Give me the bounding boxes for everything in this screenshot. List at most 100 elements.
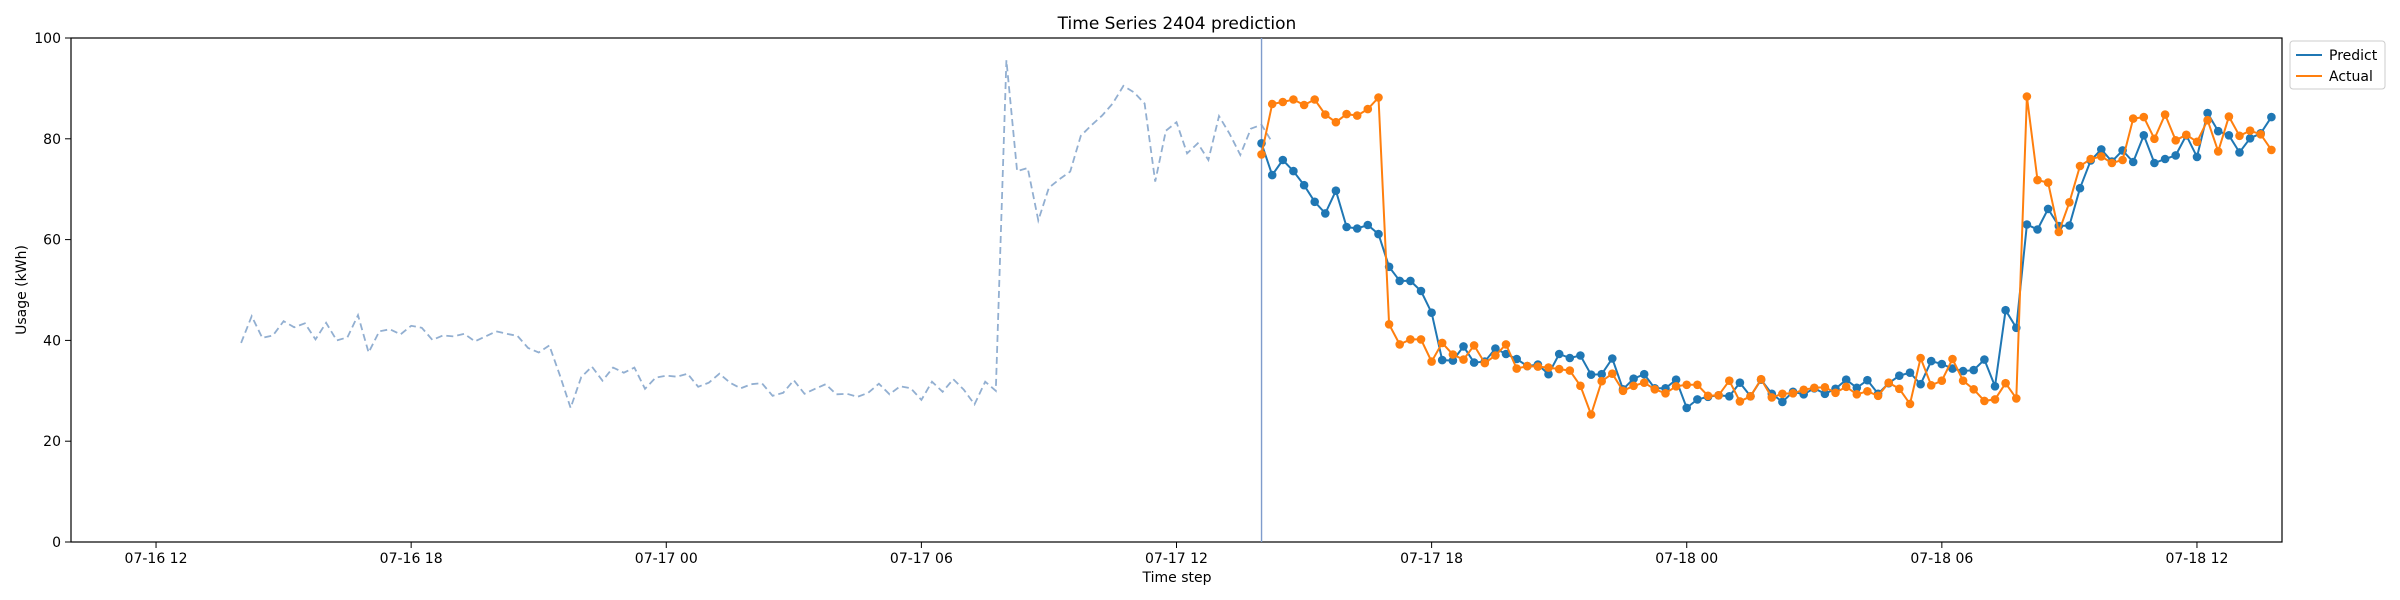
actual-point xyxy=(1501,340,1511,349)
predict-point xyxy=(2245,134,2255,143)
predict-point xyxy=(1980,355,1989,364)
actual-point xyxy=(1916,353,1925,363)
actual-point xyxy=(2001,378,2010,388)
predict-point xyxy=(1778,397,1787,407)
actual-point xyxy=(1969,385,1978,394)
actual-point xyxy=(1841,382,1851,392)
actual-point xyxy=(2203,115,2212,125)
x-tick-label: 07-16 18 xyxy=(380,551,443,567)
predict-point xyxy=(1586,370,1596,380)
actual-point xyxy=(1384,320,1394,329)
predict-point xyxy=(1576,351,1585,360)
predict-point xyxy=(2235,148,2244,157)
actual-point xyxy=(1331,117,1341,127)
predict-point xyxy=(1321,209,1330,218)
actual-point xyxy=(2107,158,2117,168)
y-tick-label: 100 xyxy=(34,31,61,47)
actual-point xyxy=(1618,386,1628,396)
predict-point xyxy=(1863,375,1872,385)
actual-point xyxy=(1895,384,1904,394)
predict-point xyxy=(1693,395,1702,404)
actual-point xyxy=(1352,111,1362,120)
actual-point xyxy=(1650,385,1660,394)
actual-point xyxy=(1533,362,1543,371)
actual-point xyxy=(2213,147,2223,156)
predict-point xyxy=(1958,366,1968,376)
actual-point xyxy=(1278,97,1288,107)
actual-point xyxy=(1310,95,1319,104)
x-tick-label: 07-17 06 xyxy=(890,551,953,567)
actual-point xyxy=(1576,381,1585,391)
actual-point xyxy=(2075,161,2085,171)
predict-point xyxy=(1916,379,1925,389)
predict-point xyxy=(2192,152,2202,162)
actual-point xyxy=(2054,227,2064,237)
legend-label-actual: Actual xyxy=(2329,69,2373,85)
predict-point xyxy=(1267,170,1277,180)
actual-point xyxy=(1756,374,1766,384)
x-tick-label: 07-17 00 xyxy=(635,551,698,567)
predict-point xyxy=(1437,355,1447,365)
predict-point xyxy=(2171,151,2180,160)
predict-point xyxy=(1926,356,1936,366)
y-tick-label: 80 xyxy=(43,132,61,148)
actual-point xyxy=(1629,381,1638,391)
predict-point xyxy=(1671,375,1681,385)
actual-point xyxy=(1831,388,1840,398)
actual-point xyxy=(1608,369,1617,379)
predict-point xyxy=(2267,112,2276,122)
predict-point xyxy=(1416,286,1426,296)
x-tick-label: 07-18 00 xyxy=(1655,551,1718,567)
actual-line xyxy=(1260,95,2273,418)
actual-point xyxy=(1682,380,1691,390)
predict-point xyxy=(1501,349,1511,359)
history-series xyxy=(240,60,1273,411)
actual-point xyxy=(1905,399,1915,409)
predict-point xyxy=(1278,155,1288,165)
actual-point xyxy=(1926,381,1936,390)
y-tick-label: 60 xyxy=(43,233,61,249)
predict-point xyxy=(1331,186,1341,195)
y-axis: 0 20 40 60 80 100 xyxy=(34,31,71,551)
predict-point xyxy=(2097,145,2106,154)
actual-point xyxy=(1788,389,1798,398)
actual-point xyxy=(1863,387,1872,396)
actual-point xyxy=(2235,131,2244,141)
predict-point xyxy=(1735,378,1745,388)
predict-point xyxy=(1990,382,2000,391)
actual-point xyxy=(1873,391,1883,401)
predict-point xyxy=(1608,354,1617,363)
actual-point xyxy=(1735,397,1745,406)
actual-point xyxy=(2139,112,2149,122)
x-tick-label: 07-17 18 xyxy=(1400,551,1463,567)
actual-point xyxy=(2043,178,2053,187)
predict-point xyxy=(1512,354,1521,364)
actual-point xyxy=(1948,354,1957,364)
predict-point xyxy=(1895,371,1904,381)
actual-point xyxy=(1884,378,1893,388)
actual-point xyxy=(1565,366,1575,375)
actual-point xyxy=(2267,145,2276,155)
actual-point xyxy=(1810,383,1819,393)
actual-point xyxy=(1363,104,1373,114)
actual-point xyxy=(1586,410,1596,419)
history-line xyxy=(240,60,1273,411)
actual-point xyxy=(2192,137,2202,147)
actual-point xyxy=(1703,391,1713,401)
x-axis-label: Time step xyxy=(1142,570,1212,586)
predict-point xyxy=(1725,392,1734,401)
actual-point xyxy=(2118,155,2127,165)
chart-title: Time Series 2404 prediction xyxy=(1057,14,1297,34)
actual-point xyxy=(1416,335,1426,344)
actual-point xyxy=(1671,382,1681,391)
actual-point xyxy=(1406,335,1415,344)
actual-series xyxy=(1257,92,2276,419)
actual-point xyxy=(1523,361,1532,371)
y-tick-label: 40 xyxy=(43,333,61,349)
actual-point xyxy=(1469,341,1479,350)
actual-point xyxy=(1459,355,1468,364)
predict-point xyxy=(2213,126,2223,136)
predict-point xyxy=(1969,365,1978,375)
predict-point xyxy=(1342,222,1351,232)
